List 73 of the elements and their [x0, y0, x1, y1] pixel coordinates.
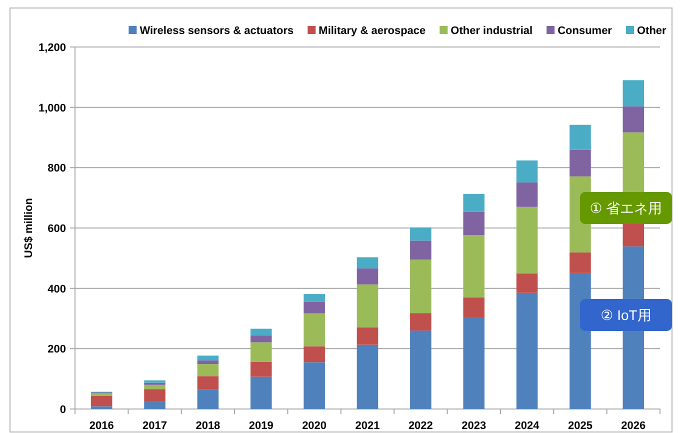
- y-tick-label: 600: [48, 223, 66, 235]
- bar: [410, 240, 432, 260]
- bar: [356, 284, 378, 328]
- bar: [410, 260, 432, 314]
- bar: [463, 212, 484, 236]
- bar: [304, 302, 325, 314]
- bar: [622, 80, 644, 106]
- y-tick-label: 800: [48, 162, 66, 175]
- x-tick-label: 2016: [89, 420, 114, 432]
- bar: [570, 124, 591, 150]
- bar: [410, 227, 432, 241]
- bar: [250, 335, 272, 342]
- bar: [250, 328, 272, 336]
- legend-label: Military & aerospace: [318, 25, 426, 37]
- bar: [516, 182, 538, 207]
- bar: [197, 364, 219, 376]
- x-tick-label: 2020: [302, 420, 327, 432]
- bar: [570, 150, 591, 176]
- bar: [304, 294, 325, 302]
- bar: [356, 268, 378, 284]
- bar: [516, 292, 538, 409]
- legend-label: Other industrial: [450, 25, 533, 37]
- x-tick-label: 2017: [142, 420, 168, 432]
- annotation: ② IoT用: [600, 307, 652, 323]
- bar: [570, 252, 591, 273]
- x-tick-label: 2018: [196, 420, 220, 432]
- bar: [516, 206, 538, 274]
- bar: [144, 401, 166, 409]
- bar: [410, 330, 432, 409]
- y-tick-label: 0: [60, 404, 66, 416]
- bar: [463, 194, 484, 212]
- bar: [304, 313, 325, 346]
- bar: [304, 362, 325, 409]
- x-tick-label: 2025: [568, 420, 592, 432]
- x-tick-label: 2019: [248, 420, 274, 432]
- bar: [250, 342, 272, 362]
- bar: [463, 297, 484, 317]
- bar: [90, 396, 112, 406]
- bar: [516, 274, 538, 293]
- bar: [304, 346, 325, 362]
- annotation: ① 省エネ用: [590, 200, 662, 216]
- y-tick-label: 400: [48, 283, 66, 296]
- bar: [356, 257, 378, 268]
- x-tick-label: 2024: [514, 420, 540, 432]
- bar: [356, 344, 378, 409]
- bar: [197, 360, 219, 364]
- legend-label: Consumer: [558, 25, 613, 37]
- bar: [410, 313, 432, 331]
- legend-label: Wireless sensors & actuators: [140, 25, 294, 37]
- x-tick-label: 2022: [408, 420, 433, 432]
- bar: [197, 356, 219, 360]
- y-tick-label: 1,200: [38, 42, 66, 54]
- bar: [622, 106, 644, 132]
- y-tick-label: 1,000: [38, 102, 66, 114]
- bar: [250, 362, 272, 377]
- bar: [144, 384, 166, 390]
- bar: [197, 376, 219, 390]
- bar: [90, 406, 112, 409]
- x-tick-label: 2021: [355, 420, 380, 432]
- bar: [356, 327, 378, 345]
- bar: [622, 222, 644, 246]
- x-tick-label: 2026: [621, 420, 646, 432]
- x-tick-label: 2023: [462, 420, 486, 432]
- bar: [144, 380, 166, 383]
- y-axis-title: US$ million: [23, 198, 35, 258]
- bar: [463, 235, 484, 298]
- y-tick-label: 200: [48, 344, 66, 356]
- bar: [516, 160, 538, 182]
- bar: [250, 376, 272, 409]
- bar: [463, 316, 484, 409]
- bar: [144, 389, 166, 402]
- bar: [197, 389, 219, 409]
- legend-label: Other: [636, 25, 668, 37]
